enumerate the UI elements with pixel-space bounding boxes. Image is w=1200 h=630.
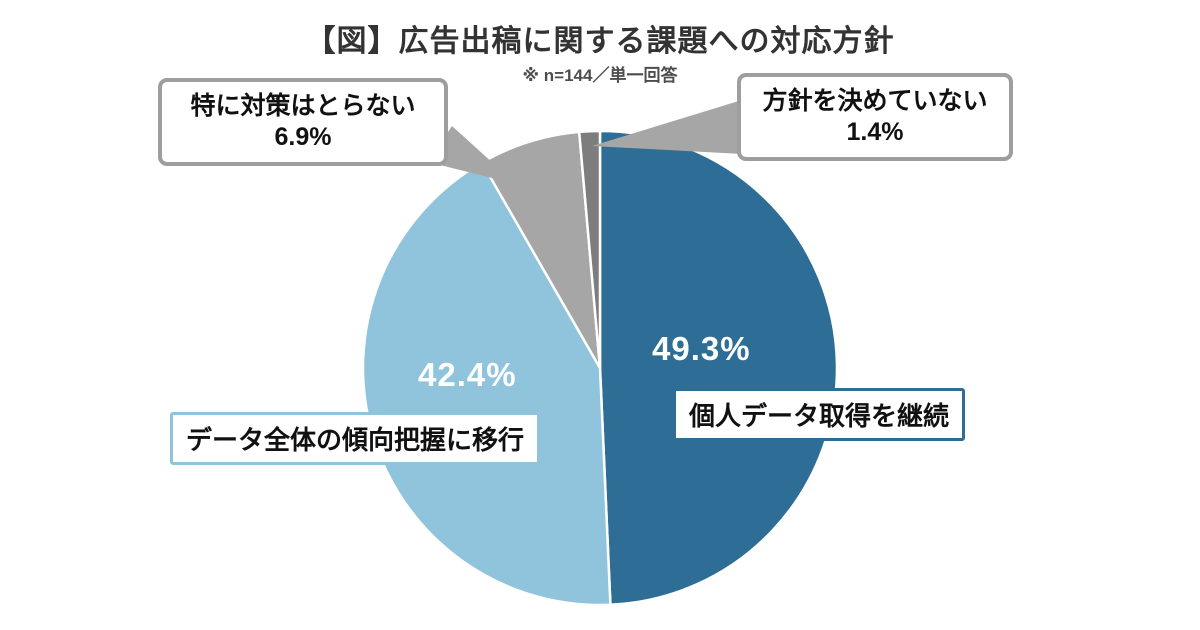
callout-pointer-undecided [592, 100, 742, 154]
callout-no-measures-label: 特に対策はとらない [190, 91, 416, 120]
pie-slice-continue [598, 129, 839, 607]
callout-no-measures: 特に対策はとらない 6.9% [158, 78, 448, 166]
chart-note: ※ n=144／単一回答 [522, 66, 678, 85]
pie-slices [361, 129, 839, 607]
callout-undecided-pct: 1.4% [846, 118, 904, 146]
slice-tag-continue: 個人データ取得を継続 [673, 388, 966, 441]
callout-undecided-label: 方針を決めていない [762, 86, 988, 115]
slice-pct-continue: 49.3% [652, 330, 751, 367]
slice-tag-shift: データ全体の傾向把握に移行 [170, 412, 541, 465]
callout-no-measures-pct: 6.9% [274, 123, 332, 151]
callout-undecided: 方針を決めていない 1.4% [737, 73, 1013, 161]
callout-pointer-no-measures [428, 126, 516, 184]
chart-title: 【図】広告出稿に関する課題への対応方針 [305, 25, 895, 58]
slice-pct-shift: 42.4% [418, 356, 517, 393]
pie-slice-undecided [577, 129, 602, 369]
